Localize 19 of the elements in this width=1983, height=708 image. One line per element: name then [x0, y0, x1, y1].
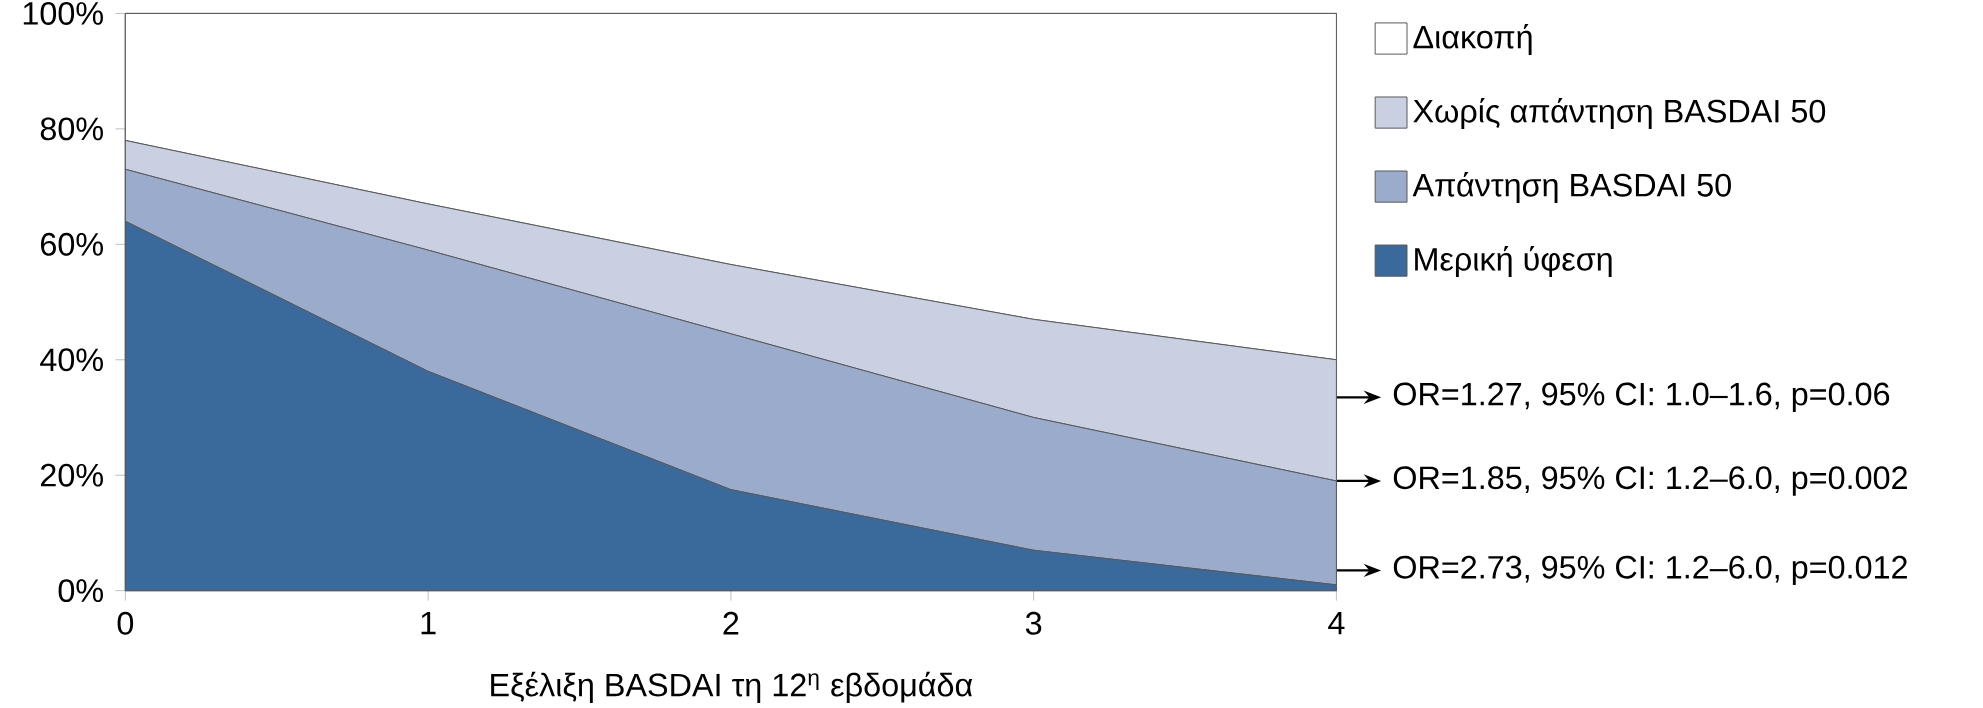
y-tick-label: 40% [40, 348, 103, 372]
legend-label: Διακοπή [1413, 23, 1532, 55]
legend-label: Χωρίς απάντηση BASDAI 50 [1413, 97, 1826, 129]
text: OR=2.73, 95% CI: 1.2–6.0, p=0.012 [1393, 555, 1907, 585]
text: OR=1.85, 95% CI: 1.2–6.0, p=0.002 [1393, 466, 1907, 496]
x-tick-label: 0 [117, 611, 134, 635]
x-tick-label: 3 [1025, 611, 1042, 635]
x-tick-label: 4 [1328, 611, 1345, 635]
x-tick-label: 2 [723, 611, 739, 635]
y-tick-label: 0% [58, 579, 103, 602]
x-tick-label: 1 [421, 611, 436, 635]
text: OR=1.27, 95% CI: 1.0–1.6, p=0.06 [1393, 382, 1890, 412]
y-tick-label: 20% [40, 463, 103, 487]
y-tick-label: 80% [40, 117, 103, 141]
y-tick-label: 100% [23, 1, 103, 25]
legend-label: Μερική ύφεση [1415, 245, 1612, 278]
x-axis-title: Εξέλιξη BASDAI τη 12$^{η}$ εβδομάδα [491, 671, 973, 703]
y-tick-label: 60% [40, 232, 103, 256]
legend-label: Απάντηση BASDAI 50 [1412, 171, 1731, 203]
